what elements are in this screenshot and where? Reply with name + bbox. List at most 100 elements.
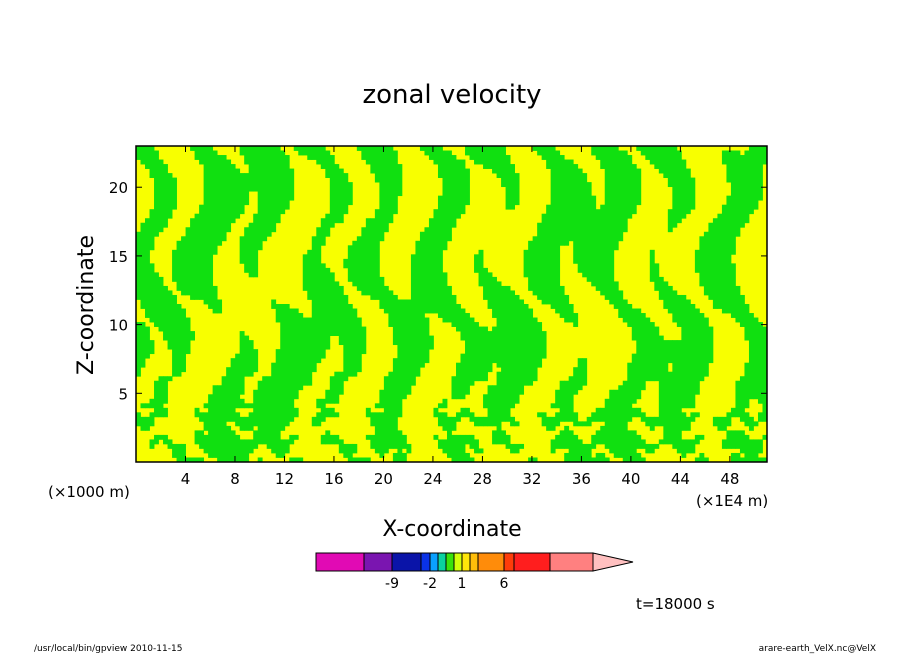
negative-region-cell: [510, 164, 515, 210]
negative-region-cell: [203, 412, 209, 431]
negative-region-cell: [483, 146, 488, 169]
negative-region-cell: [275, 349, 281, 458]
negative-region-cell: [604, 457, 610, 463]
negative-region-cell: [694, 434, 700, 445]
negative-region-cell: [320, 263, 326, 359]
negative-region-cell: [478, 448, 484, 454]
negative-region-cell: [757, 439, 763, 454]
negative-region-cell: [397, 430, 403, 463]
negative-region-cell: [600, 452, 606, 463]
negative-region-cell: [154, 272, 159, 327]
negative-region-cell: [190, 146, 195, 151]
negative-region-cell: [469, 146, 475, 160]
negative-region-cell: [388, 290, 394, 327]
negative-region-cell: [690, 177, 696, 210]
negative-region-cell: [618, 150, 624, 242]
negative-region-cell: [451, 416, 457, 431]
negative-region-cell: [154, 380, 159, 418]
negative-region-cell: [465, 452, 470, 463]
negative-region-cell: [145, 403, 150, 409]
negative-region-cell: [406, 443, 412, 454]
negative-region-cell: [487, 331, 493, 373]
negative-region-cell: [757, 412, 763, 422]
negative-region-cell: [163, 285, 168, 341]
negative-region-cell: [433, 434, 439, 440]
negative-region-cell: [658, 146, 664, 174]
negative-region-cell: [356, 146, 362, 151]
negative-region-cell: [636, 407, 642, 418]
negative-region-cell: [721, 150, 727, 165]
negative-region-cell: [618, 385, 624, 458]
negative-region-cell: [158, 376, 164, 418]
negative-region-cell: [199, 412, 205, 422]
negative-region-cell: [474, 416, 479, 427]
negative-region-cell: [437, 403, 443, 409]
negative-region-cell: [739, 376, 745, 422]
negative-region-cell: [397, 299, 403, 418]
negative-region-cell: [735, 285, 741, 323]
negative-region-cell: [437, 412, 443, 427]
negative-region-cell: [181, 236, 186, 296]
negative-region-cell: [649, 146, 655, 165]
negative-region-cell: [460, 353, 466, 400]
negative-region-cell: [442, 150, 448, 251]
negative-region-cell: [622, 380, 628, 463]
negative-region-cell: [154, 434, 159, 445]
footer-left: /usr/local/bin/gpview 2010-11-15: [34, 644, 182, 654]
negative-region-cell: [550, 439, 556, 454]
negative-region-cell: [284, 155, 290, 210]
colorbar-segment: [477, 552, 505, 572]
negative-region-cell: [370, 218, 376, 300]
negative-region-cell: [721, 439, 727, 449]
negative-region-cell: [568, 304, 574, 323]
negative-region-cell: [145, 416, 150, 431]
negative-region-cell: [401, 299, 407, 400]
x-axis-unit-left: (×1000 m): [48, 483, 130, 501]
negative-region-cell: [546, 204, 552, 305]
negative-region-cell: [253, 213, 259, 278]
negative-region-cell: [762, 146, 768, 165]
negative-region-cell: [681, 159, 687, 219]
negative-region-cell: [325, 213, 331, 237]
negative-region-cell: [645, 146, 651, 160]
x-tick-label: 16: [324, 470, 343, 488]
negative-region-cell: [392, 150, 398, 215]
negative-region-cell: [510, 443, 515, 454]
negative-region-cell: [465, 146, 470, 156]
negative-region-cell: [244, 146, 250, 165]
negative-region-cell: [753, 439, 759, 463]
negative-region-cell: [528, 308, 534, 386]
negative-region-cell: [694, 412, 700, 418]
negative-region-cell: [753, 317, 759, 400]
negative-region-cell: [523, 304, 529, 386]
colorbar-label: -2: [423, 576, 437, 592]
negative-region-cell: [325, 389, 331, 404]
negative-region-cell: [428, 146, 434, 160]
negative-region-cell: [280, 439, 286, 458]
negative-region-cell: [663, 146, 669, 178]
negative-region-cell: [654, 263, 660, 291]
negative-region-cell: [365, 434, 371, 440]
negative-region-cell: [343, 173, 349, 215]
x-tick-label: 40: [621, 470, 640, 488]
negative-region-cell: [649, 416, 655, 431]
negative-region-cell: [365, 457, 371, 463]
negative-region-cell: [379, 389, 385, 409]
negative-region-cell: [163, 407, 168, 418]
negative-region-cell: [564, 380, 570, 422]
negative-region-cell: [514, 294, 520, 404]
negative-region-cell: [726, 430, 732, 449]
negative-region-cell: [654, 146, 660, 169]
negative-region-cell: [690, 412, 696, 422]
negative-region-cell: [172, 294, 177, 377]
negative-region-cell: [298, 146, 304, 156]
negative-region-cell: [334, 371, 340, 404]
negative-region-cell: [451, 434, 457, 463]
negative-region-cell: [280, 150, 286, 215]
negative-region-cell: [739, 294, 745, 327]
negative-region-cell: [460, 159, 466, 215]
negative-region-cell: [329, 407, 335, 418]
negative-region-cell: [744, 362, 750, 409]
negative-region-cell: [703, 231, 709, 296]
negative-region-cell: [190, 457, 195, 463]
